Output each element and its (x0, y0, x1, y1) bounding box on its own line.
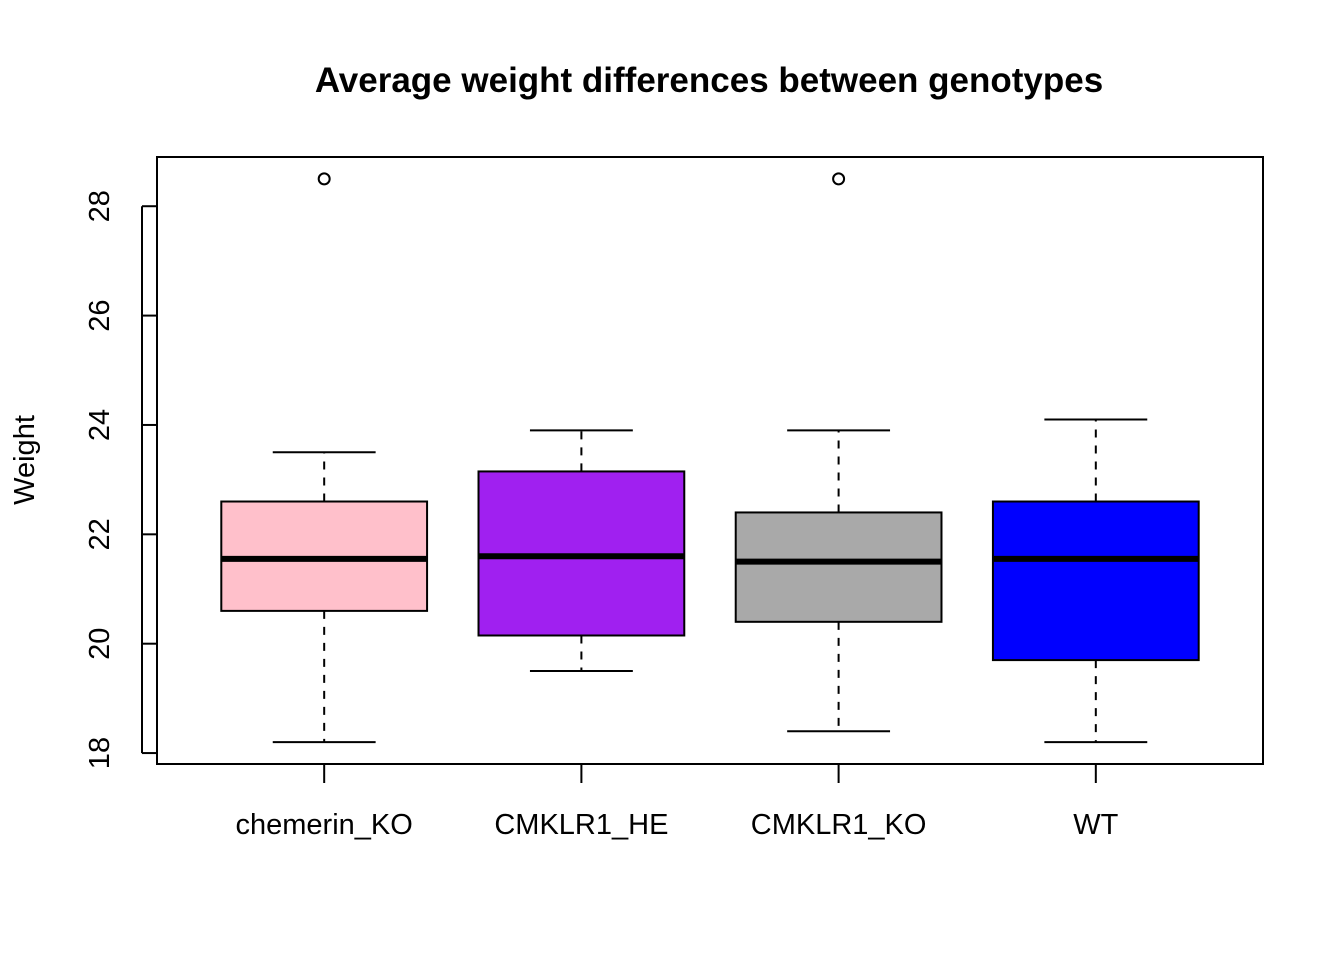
box-iqr (991, 500, 1200, 662)
box-wt (991, 418, 1200, 744)
outlier-point (317, 172, 331, 186)
x-tick-label: CMKLR1_HE (494, 809, 668, 841)
y-axis: 18 20 22 24 26 28 (84, 190, 156, 769)
y-tick-label: 20 (84, 628, 116, 660)
box-chemerin-ko (220, 172, 429, 744)
outlier-point (832, 172, 846, 186)
y-tick-label: 18 (84, 737, 116, 769)
x-axis: chemerin_KO CMKLR1_HE CMKLR1_KO WT (236, 763, 1119, 841)
box-cmklr1-he (477, 429, 686, 673)
box-cmklr1-ko (734, 172, 943, 733)
x-tick-label: chemerin_KO (236, 809, 413, 841)
y-tick-label: 22 (84, 518, 116, 550)
y-tick-label: 24 (84, 409, 116, 441)
box-iqr (734, 511, 943, 623)
chart-title: Average weight differences between genot… (315, 61, 1103, 100)
x-tick-label: CMKLR1_KO (751, 809, 927, 841)
y-axis-label: Weight (9, 415, 41, 505)
y-tick-label: 26 (84, 299, 116, 331)
boxes-group (220, 172, 1200, 744)
y-tick-label: 28 (84, 190, 116, 222)
plot-frame (156, 156, 1264, 765)
x-tick-label: WT (1073, 809, 1118, 841)
